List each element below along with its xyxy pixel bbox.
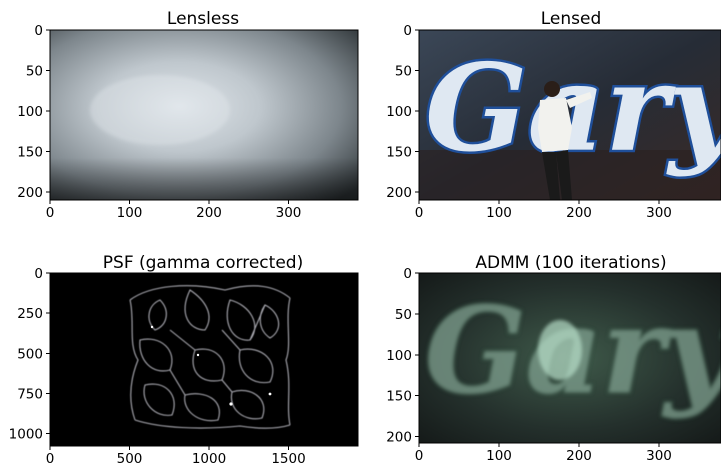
- panel-title: Lensed: [541, 9, 602, 29]
- graffiti-lettering: Gary: [425, 38, 721, 179]
- x-tick-label: 300: [646, 448, 672, 463]
- panel-title: Lensless: [167, 9, 239, 29]
- y-tick-label: 1000: [9, 427, 43, 443]
- y-tick-label: 200: [386, 185, 412, 201]
- x-tick-label: 100: [486, 205, 512, 221]
- y-tick-label: 200: [386, 430, 412, 446]
- y-tick-label: 150: [386, 145, 412, 161]
- axes-frame: [49, 272, 359, 447]
- y-tick-label: 0: [403, 23, 412, 39]
- x-tick-label: 300: [646, 205, 672, 221]
- panel-title: PSF (gamma corrected): [103, 253, 303, 273]
- x-tick-label: 100: [486, 448, 512, 463]
- panel-lensless: Lensless 0 100 200 300 0 50 100 150 200: [17, 9, 359, 221]
- panel-title: ADMM (100 iterations): [475, 253, 666, 273]
- y-tick-label: 50: [395, 307, 412, 323]
- x-tick-label: 0: [46, 205, 55, 221]
- x-tick-label: 200: [566, 448, 592, 463]
- axes-frame: [418, 29, 721, 201]
- y-tick-label: 250: [17, 306, 43, 322]
- y-tick-label: 150: [386, 389, 412, 405]
- psf-hotspots: [150, 325, 272, 406]
- x-tick-label: 200: [566, 205, 592, 221]
- panel-admm: ADMM (100 iterations) Gary 0 100 200 300 0 50…: [386, 253, 721, 463]
- x-tick-label: 500: [117, 451, 143, 463]
- x-tick-label: 1000: [192, 451, 226, 463]
- psf-background: [50, 273, 358, 446]
- axis-ticks: 0 100 200 300 0 50 100 150 200: [386, 266, 672, 463]
- x-tick-label: 100: [117, 205, 143, 221]
- x-tick-label: 0: [46, 451, 55, 463]
- x-tick-label: 0: [415, 205, 424, 221]
- admm-reconstruction-image: Gary: [419, 273, 721, 443]
- y-tick-label: 500: [17, 347, 43, 363]
- y-tick-label: 200: [17, 185, 43, 201]
- y-tick-label: 50: [26, 64, 43, 80]
- x-tick-label: 0: [415, 448, 424, 463]
- axis-ticks: 0 100 200 300 0 50 100 150 200: [17, 23, 301, 221]
- axis-ticks: 0 500 1000 1500 0 250 500 750 1000: [9, 266, 306, 463]
- x-tick-label: 300: [276, 205, 302, 221]
- y-tick-label: 100: [386, 104, 412, 120]
- y-tick-label: 100: [386, 348, 412, 364]
- y-tick-label: 150: [17, 145, 43, 161]
- y-tick-label: 100: [17, 104, 43, 120]
- person-figure: [538, 81, 592, 200]
- axes-frame: [49, 29, 359, 201]
- axis-ticks: 0 100 200 300 0 50 100 150 200: [386, 23, 672, 221]
- psf-caustic-pattern: [129, 285, 291, 429]
- panel-lensed: Lensed Gary 0 100 200 300 0 50 100 150 200: [386, 9, 721, 221]
- y-tick-label: 750: [17, 387, 43, 403]
- y-tick-label: 50: [395, 64, 412, 80]
- lensed-image: Gary: [419, 30, 721, 200]
- panel-psf: PSF (gamma corrected) 0 500 1000 150: [9, 253, 359, 463]
- y-tick-label: 0: [34, 23, 43, 39]
- axes-frame: [418, 272, 721, 444]
- x-tick-label: 200: [196, 205, 222, 221]
- x-tick-label: 1500: [271, 451, 305, 463]
- y-tick-label: 0: [403, 266, 412, 282]
- y-tick-label: 0: [34, 266, 43, 282]
- lensless-image: [50, 30, 358, 200]
